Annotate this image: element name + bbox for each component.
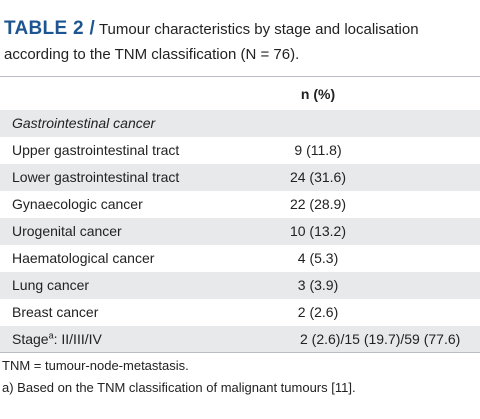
row-value: 2 (2.6) <box>297 304 339 320</box>
row-label: Gastrointestinal cancer <box>12 115 156 131</box>
table-row: Lung cancer 3 (3.9) <box>0 272 480 299</box>
table-row: Breast cancer 2 (2.6) <box>0 299 480 326</box>
row-label: Lower gastrointestinal tract <box>12 169 180 185</box>
table-row: Stagea: II/III/IV 2 (2.6)/15 (19.7)/59 (7… <box>0 326 480 353</box>
row-label: Haematological cancer <box>12 250 155 266</box>
table-row: Urogenital cancer 10 (13.2) <box>0 218 480 245</box>
row-label: Urogenital cancer <box>12 223 122 239</box>
footnote: TNM = tumour-node-metastasis. <box>2 358 189 373</box>
rule <box>0 352 480 353</box>
row-value: 3 (3.9) <box>297 277 339 293</box>
footnote: a) Based on the TNM classification of ma… <box>2 380 356 395</box>
label-text: Stage <box>12 331 49 347</box>
row-label: Upper gastrointestinal tract <box>12 142 180 158</box>
table-title: TABLE 2 / Tumour characteristics by stag… <box>4 16 476 67</box>
column-header: n (%) <box>300 86 336 102</box>
superscript: a <box>48 330 54 341</box>
table-label: TABLE 2 / <box>4 18 96 39</box>
row-label: Gynaecologic cancer <box>12 196 143 212</box>
row-value: 22 (28.9) <box>289 196 347 212</box>
table-row: Lower gastrointestinal tract 24 (31.6) <box>0 164 480 191</box>
rule <box>0 76 480 77</box>
title-text: Tumour characteristics by stage and loca… <box>4 21 419 63</box>
row-label: Stagea: II/III/IV <box>12 326 102 353</box>
row-value: 24 (31.6) <box>289 169 347 185</box>
row-value: 4 (5.3) <box>297 250 339 266</box>
table-row: Gastrointestinal cancer <box>0 110 480 137</box>
label-text: : II/III/IV <box>53 331 102 347</box>
table-row: Upper gastrointestinal tract 9 (11.8) <box>0 137 480 164</box>
row-value: 9 (11.8) <box>294 142 342 158</box>
table-row: Gynaecologic cancer 22 (28.9) <box>0 191 480 218</box>
row-label: Breast cancer <box>12 304 99 320</box>
row-value: 2 (2.6)/15 (19.7)/59 (77.6) <box>300 331 461 347</box>
row-value: 10 (13.2) <box>289 223 347 239</box>
row-label: Lung cancer <box>12 277 90 293</box>
table-row: Haematological cancer 4 (5.3) <box>0 245 480 272</box>
